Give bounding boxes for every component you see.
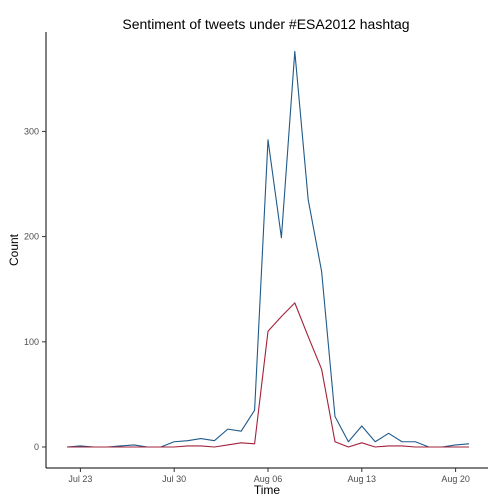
x-tick-label: Aug 06 bbox=[254, 474, 283, 484]
y-ticks: 0 100 200 300 bbox=[24, 126, 46, 452]
x-tick-label: Aug 13 bbox=[348, 474, 377, 484]
series-lines bbox=[66, 50, 470, 448]
x-ticks: Jul 23 Jul 30 Aug 06 Aug 13 Aug 20 bbox=[68, 468, 470, 484]
series-line-1 bbox=[67, 302, 469, 448]
y-axis-label: Count bbox=[7, 233, 21, 266]
x-axis-label: Time bbox=[254, 483, 281, 497]
y-tick-label: 200 bbox=[24, 232, 39, 242]
x-tick-label: Aug 20 bbox=[441, 474, 470, 484]
y-tick-label: 100 bbox=[24, 337, 39, 347]
series-line-0 bbox=[66, 50, 470, 448]
y-tick-label: 0 bbox=[34, 442, 39, 452]
chart-title: Sentiment of tweets under #ESA2012 hasht… bbox=[122, 16, 409, 32]
x-tick-label: Jul 30 bbox=[162, 474, 186, 484]
x-tick-label: Jul 23 bbox=[68, 474, 92, 484]
plot-area: 0 100 200 300 Jul 23 Jul 30 Aug 06 Aug 13 Aug 2… bbox=[24, 32, 488, 484]
y-tick-label: 300 bbox=[24, 126, 39, 136]
